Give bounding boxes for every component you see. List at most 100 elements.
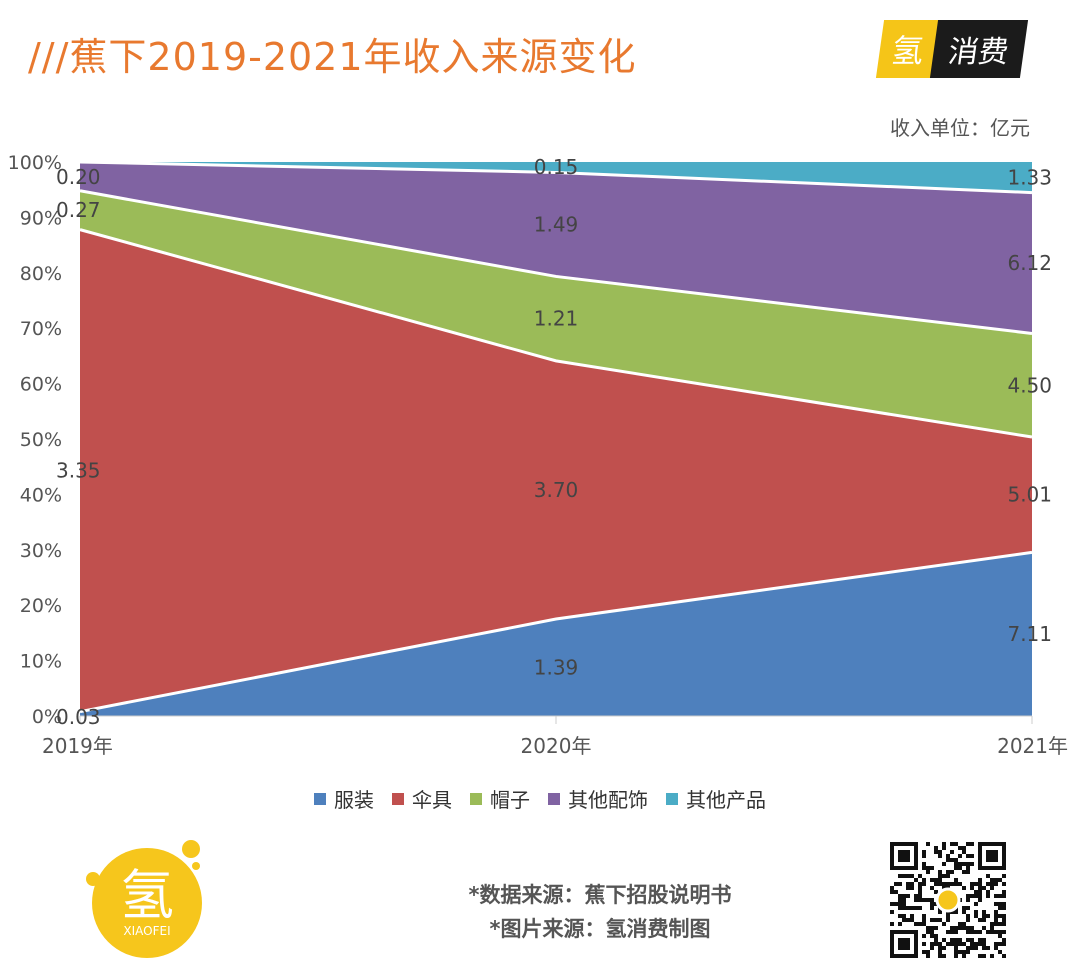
qr-module — [978, 954, 982, 958]
data-label: 4.50 — [1007, 373, 1052, 397]
qr-module — [922, 922, 926, 926]
qr-module — [970, 926, 974, 930]
qr-module — [950, 942, 954, 946]
qr-module — [978, 890, 982, 894]
qr-module — [890, 922, 894, 926]
qr-module — [934, 878, 938, 882]
qr-module — [954, 878, 958, 882]
qr-module — [950, 930, 954, 934]
data-label: 1.39 — [534, 656, 579, 680]
qr-module — [990, 878, 994, 882]
legend-label: 其他产品 — [686, 788, 766, 812]
qr-module — [914, 906, 918, 910]
qr-module — [938, 854, 942, 858]
qr-module — [998, 942, 1002, 946]
qr-module — [982, 926, 986, 930]
qr-module — [1002, 938, 1006, 942]
area-series-1 — [80, 229, 1032, 712]
qr-module — [982, 946, 986, 950]
legend-item[interactable]: 服装 — [314, 784, 374, 813]
qr-module — [958, 862, 962, 866]
qr-module — [938, 850, 942, 854]
qr-module — [962, 922, 966, 926]
qr-module — [950, 850, 954, 854]
legend-swatch — [392, 792, 404, 805]
qr-module — [962, 950, 966, 954]
qr-module — [950, 842, 954, 846]
qr-module — [918, 890, 922, 894]
qr-module — [942, 938, 946, 942]
qr-module — [898, 874, 902, 878]
qr-module — [994, 930, 998, 934]
qr-module — [910, 886, 914, 890]
qr-module — [930, 918, 934, 922]
y-tick-label: 20% — [20, 595, 62, 617]
qr-module — [1002, 930, 1006, 934]
qr-module — [930, 902, 934, 906]
qr-module — [946, 858, 950, 862]
legend-swatch — [314, 792, 326, 805]
data-label: 1.33 — [1007, 165, 1052, 189]
qr-module — [998, 922, 1002, 926]
qr-module — [922, 914, 926, 918]
stacked-area-chart: 0% 10% 20% 30% 40% 50% 60% 70% 80% 90% 100% 2019年 20… — [8, 152, 1068, 758]
area-series-3 — [80, 162, 1032, 334]
qr-module — [922, 862, 926, 866]
qr-module — [966, 862, 970, 866]
qr-module — [922, 882, 926, 886]
qr-module — [934, 934, 938, 938]
qr-module — [990, 886, 994, 890]
legend-item[interactable]: 伞具 — [392, 784, 452, 813]
qr-module — [946, 854, 950, 858]
qr-module — [946, 930, 950, 934]
qr-module — [978, 942, 982, 946]
qr-module — [1002, 918, 1006, 922]
qr-module — [962, 846, 966, 850]
area-series-4 — [80, 162, 1032, 193]
qr-module — [942, 846, 946, 850]
qr-module — [922, 898, 926, 902]
qr-module — [978, 894, 982, 898]
qr-module — [962, 886, 966, 890]
qr-module — [966, 870, 970, 874]
legend-label: 伞具 — [412, 788, 452, 812]
qr-module — [994, 942, 998, 946]
qr-module — [994, 914, 998, 918]
legend-item[interactable]: 帽子 — [470, 784, 530, 813]
area-series-0 — [80, 552, 1032, 716]
legend-item[interactable]: 其他产品 — [666, 784, 766, 813]
qr-module — [922, 866, 926, 870]
qr-module — [918, 922, 922, 926]
qr-code[interactable] — [890, 842, 1006, 958]
qr-module — [986, 930, 990, 934]
qr-module — [950, 938, 954, 942]
qr-module — [938, 946, 942, 950]
qr-module — [986, 890, 990, 894]
qr-module — [1002, 954, 1006, 958]
data-label: 3.70 — [534, 478, 579, 502]
qr-module — [998, 894, 1002, 898]
qr-module — [914, 898, 918, 902]
qr-module — [966, 914, 970, 918]
qr-module — [1002, 914, 1006, 918]
qr-module — [994, 946, 998, 950]
qr-module — [990, 922, 994, 926]
qr-module — [942, 882, 946, 886]
qr-module — [974, 914, 978, 918]
qr-module — [938, 910, 942, 914]
qr-module — [934, 890, 938, 894]
qr-module — [938, 874, 942, 878]
qr-module — [998, 930, 1002, 934]
qr-module — [966, 866, 970, 870]
qr-module — [890, 886, 894, 890]
qr-module — [950, 882, 954, 886]
qr-module — [898, 894, 902, 898]
qr-module — [1002, 942, 1006, 946]
y-tick-label: 0% — [32, 706, 62, 728]
data-label: 0.20 — [56, 165, 101, 189]
qr-module — [950, 858, 954, 862]
qr-module — [954, 938, 958, 942]
data-label: 0.03 — [56, 705, 101, 729]
legend-item[interactable]: 其他配饰 — [548, 784, 648, 813]
qr-module — [970, 946, 974, 950]
